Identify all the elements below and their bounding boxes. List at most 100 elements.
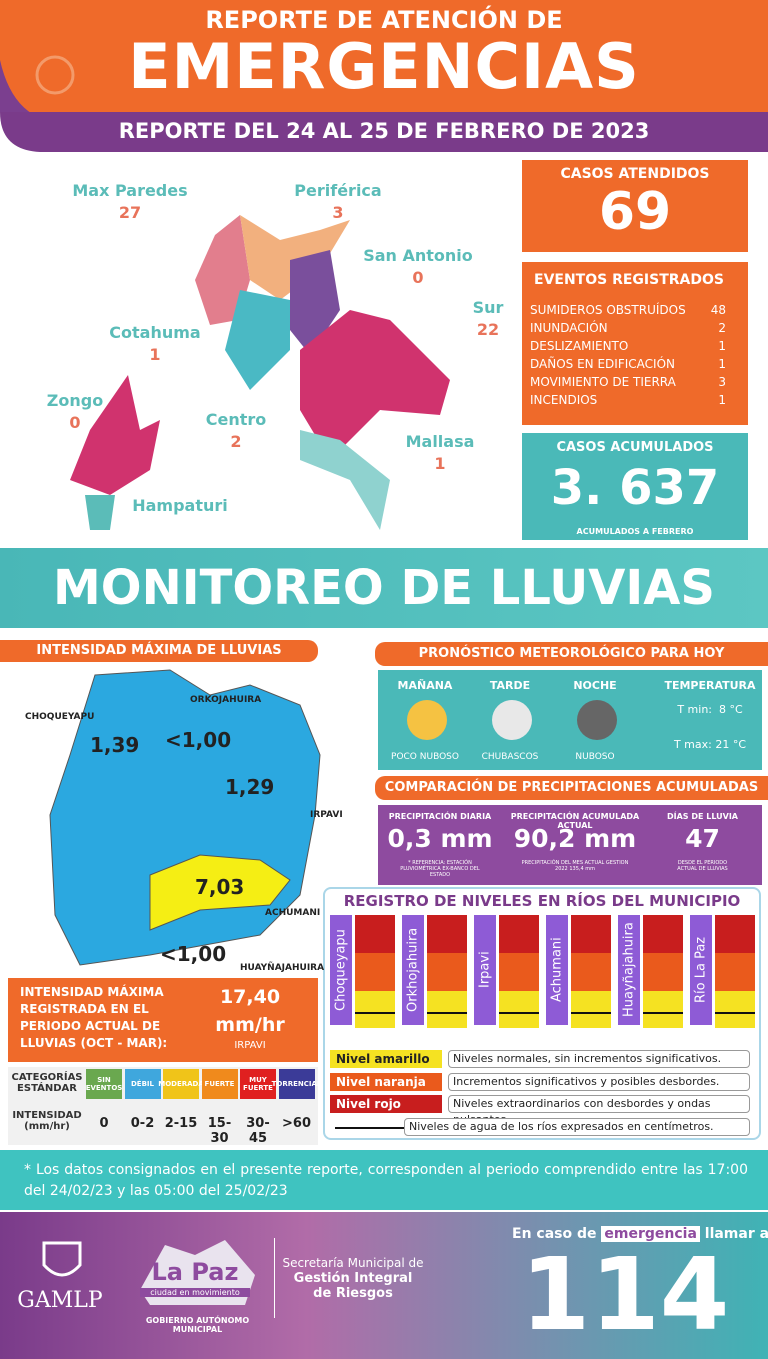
event-value: 1: [718, 339, 726, 353]
scale-category: FUERTE: [201, 1069, 238, 1099]
weather-icon: [407, 700, 447, 740]
government: GOBIERNO AUTÓNOMO MUNICIPAL: [145, 1316, 250, 1334]
level-yellow: [571, 991, 611, 1028]
header-decor: [0, 55, 768, 152]
district-name: Periférica: [294, 181, 382, 200]
station-value: 1,29: [225, 775, 275, 799]
district-value: 3: [332, 203, 344, 222]
level-orange: [499, 953, 539, 991]
level-yellow: [355, 991, 395, 1028]
level-line: [571, 1012, 611, 1014]
district-value: 0: [69, 413, 81, 432]
district-name: Mallasa: [405, 432, 475, 451]
period-name: MAÑANA: [397, 679, 453, 692]
river-name: Huayñajahuira: [618, 915, 640, 1025]
river-name: Irpavi: [474, 915, 496, 1025]
city: La Paz: [151, 1258, 239, 1286]
period-desc: CHUBASCOS: [481, 752, 539, 762]
secretariat-3: de Riesgos: [313, 1286, 393, 1301]
period-desc: NUBOSO: [575, 752, 615, 762]
max-intensity-unit: mm/hr: [215, 1014, 285, 1036]
event-label: INUNDACIÓN: [530, 321, 608, 335]
weather-icon: [492, 700, 532, 740]
level-red: [715, 915, 755, 953]
cases-value: 69: [598, 182, 672, 242]
level-orange: [355, 953, 395, 991]
max-intensity-label: INTENSIDAD MÁXIMA REGISTRADA EN EL PERIO…: [20, 985, 168, 1050]
station-value: 1,39: [90, 733, 140, 757]
scale-category: MODERADA: [158, 1069, 204, 1099]
district-name: Cotahuma: [109, 323, 201, 342]
call-line: En caso de emergencia llamar al:: [512, 1226, 768, 1242]
station-value: <1,00: [160, 942, 227, 966]
level-red: [571, 915, 611, 953]
kicker: REPORTE DE ATENCIÓN DE: [205, 6, 563, 34]
footnote: * Los datos consignados en el presente r…: [24, 1162, 748, 1199]
secretariat-2: Gestión Integral: [293, 1271, 413, 1286]
event-label: DAÑOS EN EDIFICACIÓN: [530, 357, 675, 371]
period-name: NOCHE: [573, 679, 617, 692]
level-orange: [571, 953, 611, 991]
period-desc: POCO NUBOSO: [391, 752, 459, 762]
station-name: HUAYÑAJAHUIRA: [240, 963, 325, 973]
footnote-band: [0, 1150, 768, 1210]
station-value: 7,03: [195, 875, 245, 899]
scale-range: 2-15: [164, 1116, 198, 1131]
precip-label: DÍAS DE LLUVIA: [666, 812, 738, 821]
slogan: ciudad en movimiento: [140, 1288, 250, 1297]
call-3: llamar al:: [704, 1226, 768, 1242]
precip-header: [375, 776, 768, 800]
station-name: ACHUMANI: [265, 908, 321, 918]
legend-swatch: [335, 1126, 405, 1129]
district-map: [70, 215, 450, 530]
scale-range: 15-30: [207, 1116, 232, 1146]
station-name: IRPAVI: [310, 810, 343, 820]
precip-note: PRECIPITACIÓN DEL MES ACTUAL GESTION 202…: [521, 860, 629, 872]
max-intensity-value: 17,40: [219, 986, 281, 1008]
legend-text: Niveles de agua de los ríos expresados e…: [404, 1117, 750, 1136]
river-name: Achumani: [546, 915, 568, 1025]
event-value: 3: [718, 375, 726, 389]
district-value: 2: [230, 432, 242, 451]
station-name: ORKOJAHUIRA: [190, 695, 262, 705]
level-red: [355, 915, 395, 953]
legend-text: Niveles normales, sin incrementos signif…: [448, 1050, 750, 1068]
accumulated-value: 3. 637: [550, 460, 720, 516]
district-name: Zongo: [46, 391, 104, 410]
district-value: 1: [434, 454, 446, 473]
divider: [274, 1238, 275, 1318]
event-value: 1: [718, 357, 726, 371]
accumulated-label: CASOS ACUMULADOS: [556, 440, 714, 455]
district-value: 22: [476, 320, 500, 339]
level-yellow: [499, 991, 539, 1028]
level-line: [427, 1012, 467, 1014]
precip-note: DESDE EL PERIODO ACTUAL DE LLUVIAS: [677, 860, 728, 872]
period-name: TARDE: [489, 679, 531, 692]
legend-text: Incrementos significativos y posibles de…: [448, 1072, 750, 1091]
basin-map: [49, 669, 321, 966]
level-orange: [643, 953, 683, 991]
monitoring-title: MONITOREO DE LLUVIAS: [53, 560, 715, 616]
intensity-header: [0, 640, 318, 662]
intensity-title: INTENSIDAD MÁXIMA DE LLUVIAS: [36, 643, 282, 658]
precip-note: * REFERENCIA: ESTACIÓN PLUVIOMÉTRICA EX-…: [400, 860, 480, 878]
legend-level: Nivel naranja: [330, 1072, 442, 1091]
title: EMERGENCIAS: [128, 30, 640, 103]
district-name: Max Paredes: [72, 181, 188, 200]
gamlp: GAMLP: [17, 1288, 103, 1313]
legend-text: Niveles extraordinarios con desbordes y …: [448, 1095, 750, 1126]
tmax: T max: 21 °C: [673, 738, 747, 751]
district-value: 27: [118, 203, 142, 222]
level-line: [499, 1012, 539, 1014]
district-name: Sur: [472, 298, 504, 317]
level-yellow: [643, 991, 683, 1028]
date: REPORTE DEL 24 AL 25 DE FEBRERO DE 2023: [118, 119, 650, 143]
scale-range: 0: [99, 1116, 109, 1131]
level-yellow: [715, 991, 755, 1028]
secretariat-1: Secretaría Municipal de: [282, 1256, 424, 1270]
precip-label: PRECIPITACIÓN ACUMULADA ACTUAL: [510, 812, 640, 830]
events-box: [522, 262, 748, 425]
cases-box: [522, 160, 748, 252]
level-red: [499, 915, 539, 953]
